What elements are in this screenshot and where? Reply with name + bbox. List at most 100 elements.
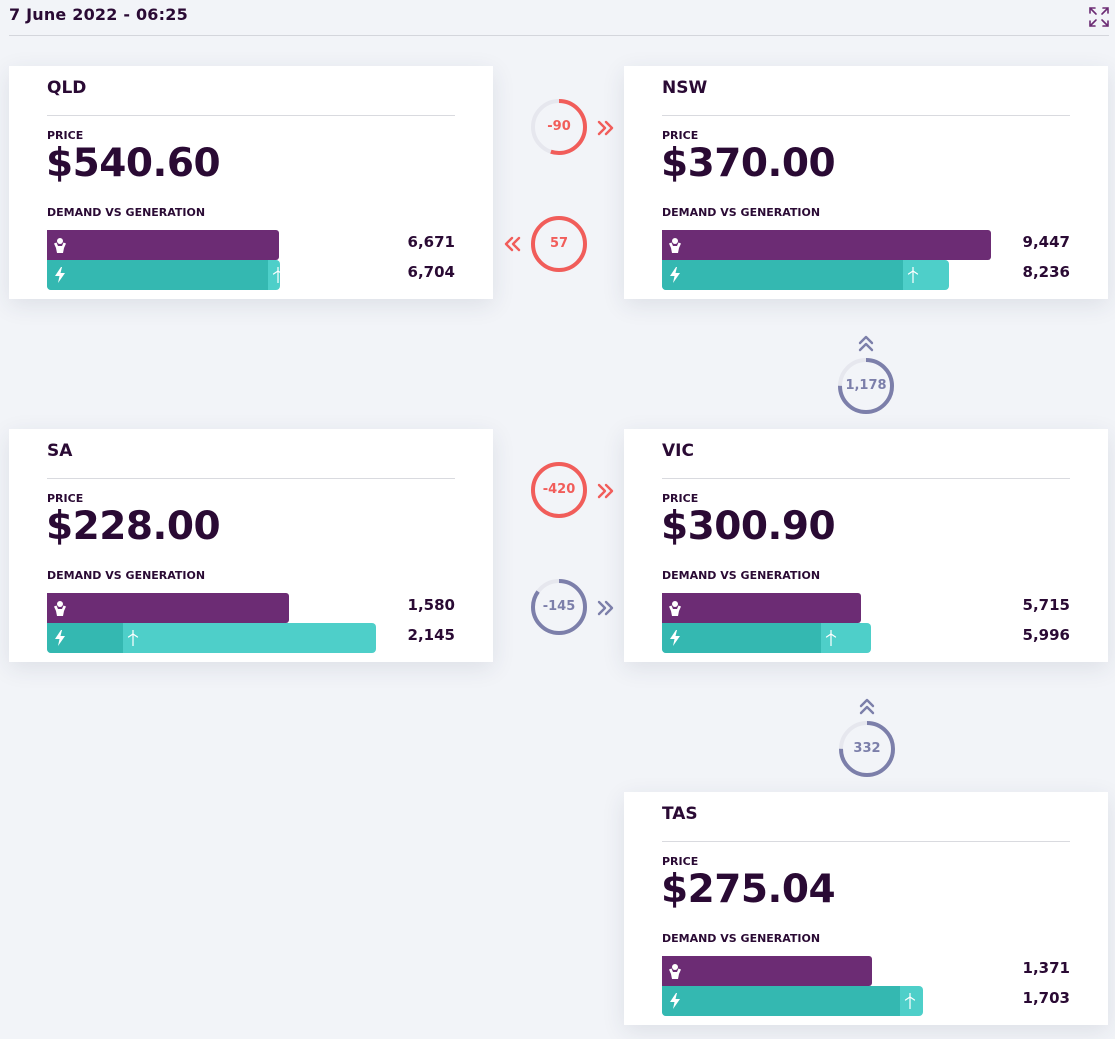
demand-vs-generation-label: DEMAND VS GENERATION bbox=[662, 206, 821, 219]
non-renewable-segment bbox=[662, 623, 821, 653]
interconnector-sa-vic-murraylink[interactable]: -145 bbox=[529, 577, 589, 637]
lightning-icon bbox=[53, 267, 67, 283]
chevron-right-icon bbox=[597, 483, 614, 499]
generation-bar[interactable] bbox=[662, 986, 923, 1016]
demand-bar[interactable] bbox=[47, 230, 279, 260]
flow-ring bbox=[839, 721, 895, 777]
interconnector-qld-nsw[interactable]: -90 bbox=[529, 97, 589, 157]
demand-bar[interactable] bbox=[662, 593, 861, 623]
chevron-left-icon bbox=[504, 236, 521, 252]
generation-value: 8,236 bbox=[1022, 263, 1070, 281]
demand-bar[interactable] bbox=[662, 956, 872, 986]
region-name: SA bbox=[47, 441, 73, 461]
wind-turbine-icon bbox=[127, 629, 139, 647]
interconnector-flow-value: -145 bbox=[542, 599, 576, 614]
flow-ring bbox=[838, 358, 894, 414]
card-divider bbox=[662, 841, 1070, 842]
demand-value: 6,671 bbox=[407, 233, 455, 251]
interconnector-sa-vic-heywood[interactable]: -420 bbox=[529, 460, 589, 520]
header-bar: 7 June 2022 - 06:25 bbox=[0, 0, 1115, 36]
expand-icon[interactable] bbox=[1088, 6, 1110, 28]
flow-ring bbox=[531, 462, 587, 518]
price-label: PRICE bbox=[47, 492, 84, 505]
header-divider bbox=[9, 35, 1109, 36]
demand-vs-generation-label: DEMAND VS GENERATION bbox=[662, 569, 821, 582]
person-icon bbox=[668, 600, 682, 616]
demand-value: 9,447 bbox=[1022, 233, 1070, 251]
demand-vs-generation-label: DEMAND VS GENERATION bbox=[47, 569, 206, 582]
region-name: VIC bbox=[662, 441, 694, 461]
chevron-right-icon bbox=[597, 120, 614, 136]
region-card-tas[interactable]: TAS PRICE $275.04 DEMAND VS GENERATION 1,371… bbox=[624, 792, 1108, 1025]
generation-value: 2,145 bbox=[407, 626, 455, 644]
region-card-nsw[interactable]: NSW PRICE $370.00 DEMAND VS GENERATION 9,447… bbox=[624, 66, 1108, 299]
person-icon bbox=[53, 600, 67, 616]
region-card-sa[interactable]: SA PRICE $228.00 DEMAND VS GENERATION 1,580 2… bbox=[9, 429, 493, 662]
generation-bar[interactable] bbox=[662, 260, 949, 290]
region-name: NSW bbox=[662, 78, 708, 98]
generation-value: 5,996 bbox=[1022, 626, 1070, 644]
person-icon bbox=[53, 237, 67, 253]
person-icon bbox=[668, 963, 682, 979]
wind-turbine-icon bbox=[904, 992, 916, 1010]
interconnector-flow-value: 332 bbox=[853, 741, 881, 756]
price-value: $300.90 bbox=[661, 504, 836, 549]
lightning-icon bbox=[668, 267, 682, 283]
price-value: $228.00 bbox=[46, 504, 221, 549]
card-divider bbox=[47, 115, 455, 116]
wind-turbine-icon bbox=[825, 629, 837, 647]
flow-ring-arc bbox=[531, 216, 587, 272]
wind-turbine-icon bbox=[272, 266, 280, 284]
price-value: $370.00 bbox=[661, 141, 836, 186]
interconnector-flow-value: -420 bbox=[542, 482, 576, 497]
interconnector-tas-vic[interactable]: 332 bbox=[837, 719, 897, 779]
lightning-icon bbox=[668, 993, 682, 1009]
flow-ring-arc bbox=[839, 721, 895, 777]
price-value: $275.04 bbox=[661, 867, 836, 912]
flow-ring bbox=[531, 216, 587, 272]
chevron-up-icon bbox=[859, 698, 875, 715]
price-label: PRICE bbox=[662, 855, 699, 868]
demand-value: 5,715 bbox=[1022, 596, 1070, 614]
interconnector-nsw-qld[interactable]: 57 bbox=[529, 214, 589, 274]
person-icon bbox=[668, 237, 682, 253]
interconnector-vic-nsw[interactable]: 1,178 bbox=[836, 356, 896, 416]
interconnector-flow-value: -90 bbox=[547, 119, 571, 134]
card-divider bbox=[47, 478, 455, 479]
interconnector-flow-value: 1,178 bbox=[845, 378, 887, 393]
demand-vs-generation-label: DEMAND VS GENERATION bbox=[47, 206, 206, 219]
demand-vs-generation-label: DEMAND VS GENERATION bbox=[662, 932, 821, 945]
region-card-vic[interactable]: VIC PRICE $300.90 DEMAND VS GENERATION 5,715… bbox=[624, 429, 1108, 662]
interconnector-flow-value: 57 bbox=[549, 236, 569, 251]
flow-ring-arc bbox=[838, 358, 894, 414]
generation-bar[interactable] bbox=[47, 623, 376, 653]
demand-value: 1,371 bbox=[1022, 959, 1070, 977]
region-card-qld[interactable]: QLD PRICE $540.60 DEMAND VS GENERATION 6,671… bbox=[9, 66, 493, 299]
flow-ring-arc bbox=[531, 99, 587, 155]
timestamp: 7 June 2022 - 06:25 bbox=[9, 5, 188, 24]
card-divider bbox=[662, 478, 1070, 479]
price-label: PRICE bbox=[662, 129, 699, 142]
demand-bar[interactable] bbox=[47, 593, 289, 623]
price-value: $540.60 bbox=[46, 141, 221, 186]
price-label: PRICE bbox=[662, 492, 699, 505]
flow-ring-arc bbox=[531, 579, 587, 635]
chevron-right-icon bbox=[597, 600, 614, 616]
demand-value: 1,580 bbox=[407, 596, 455, 614]
region-name: TAS bbox=[662, 804, 698, 824]
generation-bar[interactable] bbox=[662, 623, 871, 653]
lightning-icon bbox=[668, 630, 682, 646]
demand-bar[interactable] bbox=[662, 230, 991, 260]
flow-ring-arc bbox=[531, 462, 587, 518]
region-name: QLD bbox=[47, 78, 87, 98]
flow-ring bbox=[531, 99, 587, 155]
wind-turbine-icon bbox=[907, 266, 919, 284]
non-renewable-segment bbox=[662, 260, 903, 290]
generation-value: 1,703 bbox=[1022, 989, 1070, 1007]
non-renewable-segment bbox=[47, 260, 268, 290]
generation-bar[interactable] bbox=[47, 260, 280, 290]
price-label: PRICE bbox=[47, 129, 84, 142]
lightning-icon bbox=[53, 630, 67, 646]
card-divider bbox=[662, 115, 1070, 116]
non-renewable-segment bbox=[662, 986, 900, 1016]
